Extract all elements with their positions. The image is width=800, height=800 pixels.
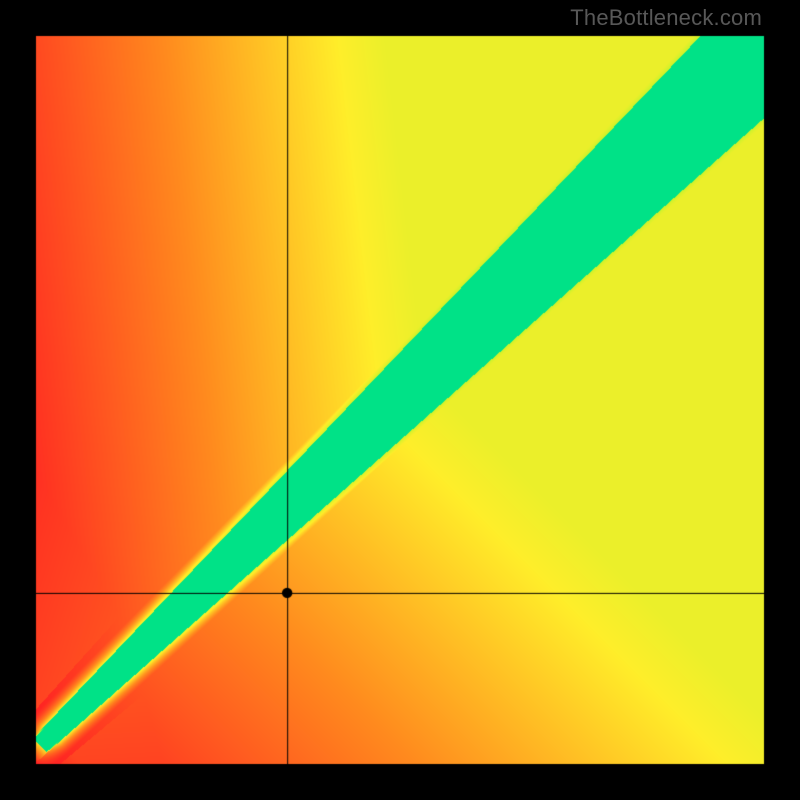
bottleneck-heatmap — [0, 0, 800, 800]
watermark-text: TheBottleneck.com — [570, 5, 762, 31]
